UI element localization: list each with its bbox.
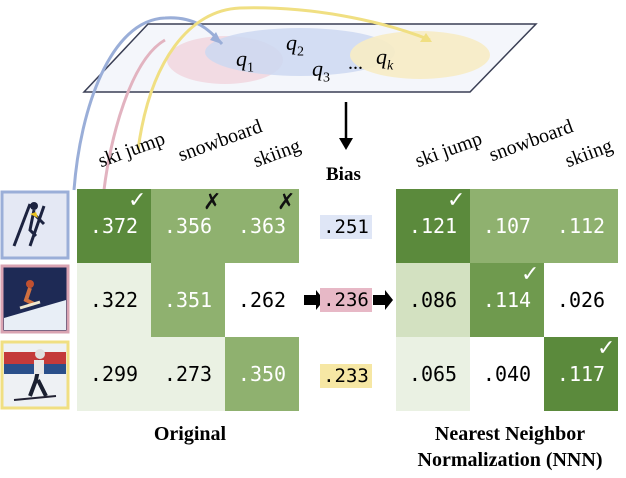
nnn-cell-0-0: .121 — [396, 189, 470, 263]
bias-value-skiing: .233 — [320, 364, 372, 388]
orig-cell-1-1: .351 — [151, 263, 225, 337]
label-q1: q1 — [236, 46, 254, 76]
check-icon: ✓ — [521, 262, 540, 287]
label-q3: q3 — [312, 56, 330, 86]
thumbnail-skiing — [0, 340, 70, 410]
nnn-cell-2-1: .040 — [470, 337, 544, 411]
bias-value-ski-jump: .251 — [320, 215, 372, 239]
orig-cell-0-2: .363 — [225, 189, 299, 263]
yellow-blob — [350, 31, 490, 79]
label-dots: ... — [348, 52, 363, 74]
nnn-cell-0-1: .107 — [470, 189, 544, 263]
orig-cell-0-1: .356 — [151, 189, 225, 263]
orig-cell-1-2: .262 — [225, 263, 299, 337]
yellow-link-curve — [136, 6, 431, 151]
left-side-arrow — [304, 290, 324, 310]
nnn-cell-0-2: .112 — [544, 189, 618, 263]
thumbnail-ski-jump — [0, 190, 70, 260]
yellow-link-arrowhead — [420, 33, 432, 42]
check-icon: ✓ — [447, 188, 466, 213]
label-q2: q2 — [286, 30, 304, 60]
check-icon: ✓ — [597, 336, 616, 361]
nnn-cell-1-0: .086 — [396, 263, 470, 337]
orig-cell-2-0: .299 — [77, 337, 151, 411]
nnn-cell-2-2: .117 — [544, 337, 618, 411]
pink-link-curve — [102, 38, 166, 191]
caption-nnn-line1: Nearest Neighbor — [434, 423, 586, 445]
thumbnail-snowboard — [0, 264, 70, 334]
nnn-cell-2-0: .065 — [396, 337, 470, 411]
caption-original: Original — [153, 423, 227, 445]
orig-cell-1-0: .322 — [77, 263, 151, 337]
right-side-arrow — [373, 290, 393, 310]
cross-icon: ✗ — [277, 190, 296, 215]
bias-title: Bias — [326, 164, 361, 185]
orig-cell-2-1: .273 — [151, 337, 225, 411]
orig-cell-2-2: .350 — [225, 337, 299, 411]
blue-link-curve — [72, 16, 224, 191]
check-icon: ✓ — [128, 188, 147, 213]
nnn-cell-1-2: .026 — [544, 263, 618, 337]
orig-cell-0-0: .372 — [77, 189, 151, 263]
blue-link-arrowhead — [210, 32, 222, 44]
blue-blob — [205, 28, 395, 76]
down-arrow-head — [339, 138, 353, 150]
cross-icon: ✗ — [203, 190, 222, 215]
nnn-cell-1-1: .114 — [470, 263, 544, 337]
bias-value-snowboard: .236 — [320, 288, 372, 312]
caption-nnn-line2: Normalization (NNN) — [417, 449, 603, 471]
label-qk: qk — [376, 44, 394, 74]
